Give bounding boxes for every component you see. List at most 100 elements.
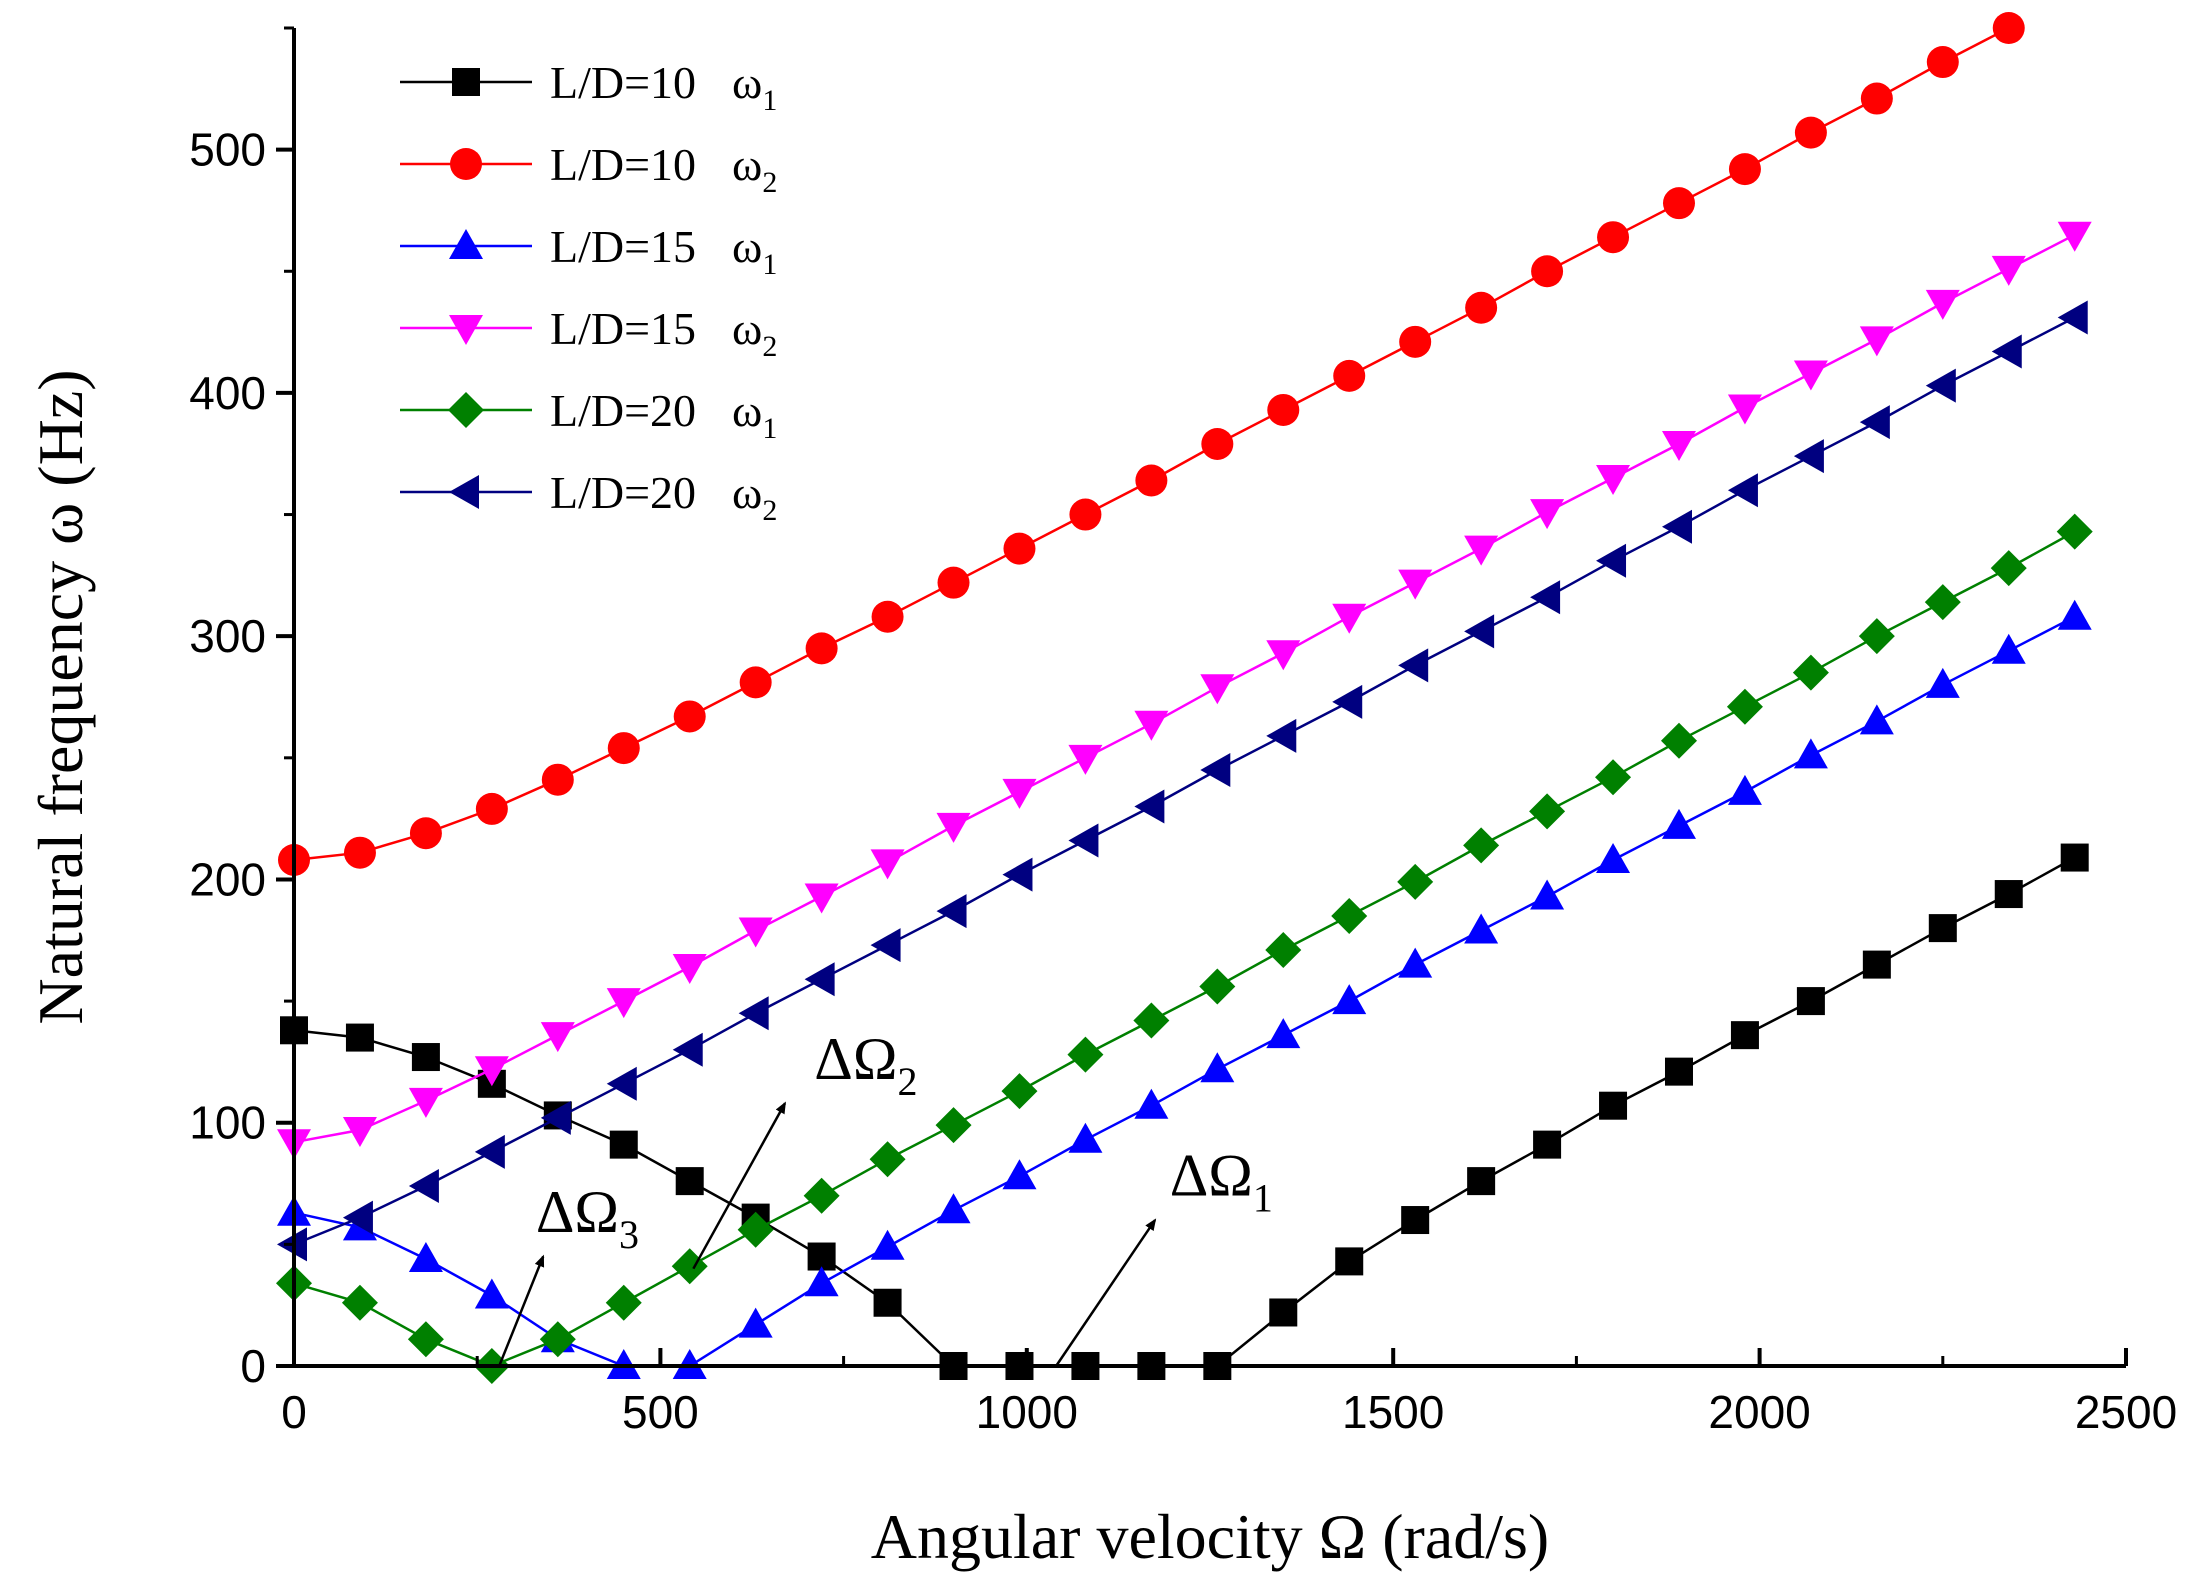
- ticks: 0 500 1000 1500 2000 2500 0 100 200 300 400 500: [189, 26, 2177, 1438]
- data-point: [936, 894, 967, 929]
- data-point: [341, 1284, 378, 1321]
- data-point: [1530, 499, 1565, 530]
- data-point: [407, 1321, 444, 1358]
- data-point: [1464, 614, 1495, 649]
- data-point: [805, 632, 838, 665]
- data-point: [409, 817, 442, 850]
- legend-marker: [452, 68, 480, 96]
- data-point: [1332, 984, 1367, 1015]
- data-point: [1859, 326, 1894, 357]
- data-point: [1265, 932, 1302, 969]
- legend-item-3: L/D=15 ω1: [400, 221, 777, 281]
- data-point: [807, 1242, 836, 1271]
- data-point: [1796, 987, 1825, 1016]
- data-point: [1661, 430, 1696, 461]
- data-point: [474, 1134, 505, 1169]
- data-point: [408, 1087, 443, 1118]
- data-point: [1332, 684, 1363, 719]
- data-point: [1200, 1052, 1235, 1083]
- data-point: [1662, 187, 1695, 220]
- y-tick-label: 300: [189, 610, 266, 662]
- legend-marker: [450, 148, 482, 180]
- data-point: [873, 1288, 902, 1317]
- data-point: [1464, 535, 1499, 566]
- data-point: [1530, 879, 1565, 910]
- data-point: [2057, 221, 2092, 252]
- data-point: [1661, 808, 1696, 839]
- data-point: [1533, 1130, 1562, 1159]
- data-point: [1727, 774, 1762, 805]
- data-point: [1465, 291, 1498, 324]
- data-point: [1531, 255, 1564, 288]
- data-point: [672, 1032, 703, 1067]
- data-point: [1793, 738, 1828, 769]
- data-point: [1068, 823, 1099, 858]
- data-point: [1664, 1057, 1693, 1086]
- data-point: [1467, 1167, 1496, 1196]
- x-tick-label: 500: [622, 1386, 699, 1438]
- data-point: [1002, 1159, 1037, 1190]
- data-point: [1992, 12, 2025, 44]
- data-point: [870, 928, 901, 963]
- annotation-arrow: [692, 1101, 787, 1270]
- legend-marker: [449, 475, 479, 509]
- legend-label: L/D=10 ω1: [550, 57, 777, 117]
- data-point: [1925, 667, 1960, 698]
- data-point: [1991, 334, 2022, 369]
- data-point: [1067, 1036, 1104, 1073]
- data-point: [2057, 599, 2092, 630]
- data-point: [540, 1022, 575, 1053]
- data-point: [1793, 360, 1828, 391]
- data-point: [475, 792, 508, 825]
- y-tick-label: 500: [189, 124, 266, 176]
- data-point: [1134, 1088, 1169, 1119]
- data-point: [738, 996, 769, 1031]
- data-point: [2057, 300, 2088, 335]
- data-point: [1069, 498, 1102, 531]
- data-point: [936, 812, 971, 843]
- legend-item-1: L/D=10 ω1: [400, 57, 777, 117]
- annotations: ΔΩ1 ΔΩ2 ΔΩ3: [498, 1026, 1273, 1367]
- data-point: [605, 1284, 642, 1321]
- data-point: [345, 1023, 374, 1052]
- data-point: [871, 600, 904, 633]
- data-point: [804, 883, 839, 914]
- annotation-2: ΔΩ2: [692, 1026, 917, 1270]
- x-tick-label: 0: [281, 1386, 307, 1438]
- data-point: [1201, 427, 1234, 460]
- data-point: [870, 849, 905, 880]
- data-point: [804, 1266, 839, 1297]
- data-point: [342, 1117, 377, 1148]
- data-point: [1599, 1091, 1628, 1120]
- data-point: [1862, 950, 1891, 979]
- data-point: [1529, 793, 1566, 830]
- y-tick-label: 0: [240, 1340, 266, 1392]
- data-point: [1595, 759, 1632, 796]
- data-point: [1398, 947, 1433, 978]
- data-point: [1794, 116, 1827, 149]
- data-point: [1399, 325, 1432, 358]
- data-point: [342, 1200, 373, 1235]
- data-point: [804, 962, 835, 997]
- data-point: [1859, 405, 1890, 440]
- annotation-label: ΔΩ3: [536, 1179, 639, 1257]
- data-point: [1398, 648, 1429, 683]
- data-point: [1200, 674, 1235, 705]
- y-tick-label: 200: [189, 853, 266, 905]
- data-point: [738, 1307, 773, 1338]
- data-point: [1266, 718, 1297, 753]
- data-point: [343, 836, 376, 869]
- data-point: [1728, 153, 1761, 186]
- legend-item-6: L/D=20 ω2: [400, 467, 777, 527]
- data-point: [1793, 439, 1824, 474]
- data-point: [1925, 368, 1956, 403]
- series-3: [277, 599, 2092, 1379]
- legend: L/D=10 ω1 L/D=10 ω2 L/D=15 ω1 L/D=15 ω2 L/D=20 ω1…: [400, 57, 777, 527]
- data-point: [803, 1177, 840, 1214]
- x-axis-title: Angular velocity Ω (rad/s): [871, 1501, 1549, 1572]
- y-axis-title: Natural frequency ω (Hz): [25, 369, 96, 1024]
- data-point: [1596, 465, 1631, 496]
- data-point: [1200, 752, 1231, 787]
- data-point: [1267, 393, 1300, 426]
- data-point: [408, 1168, 439, 1203]
